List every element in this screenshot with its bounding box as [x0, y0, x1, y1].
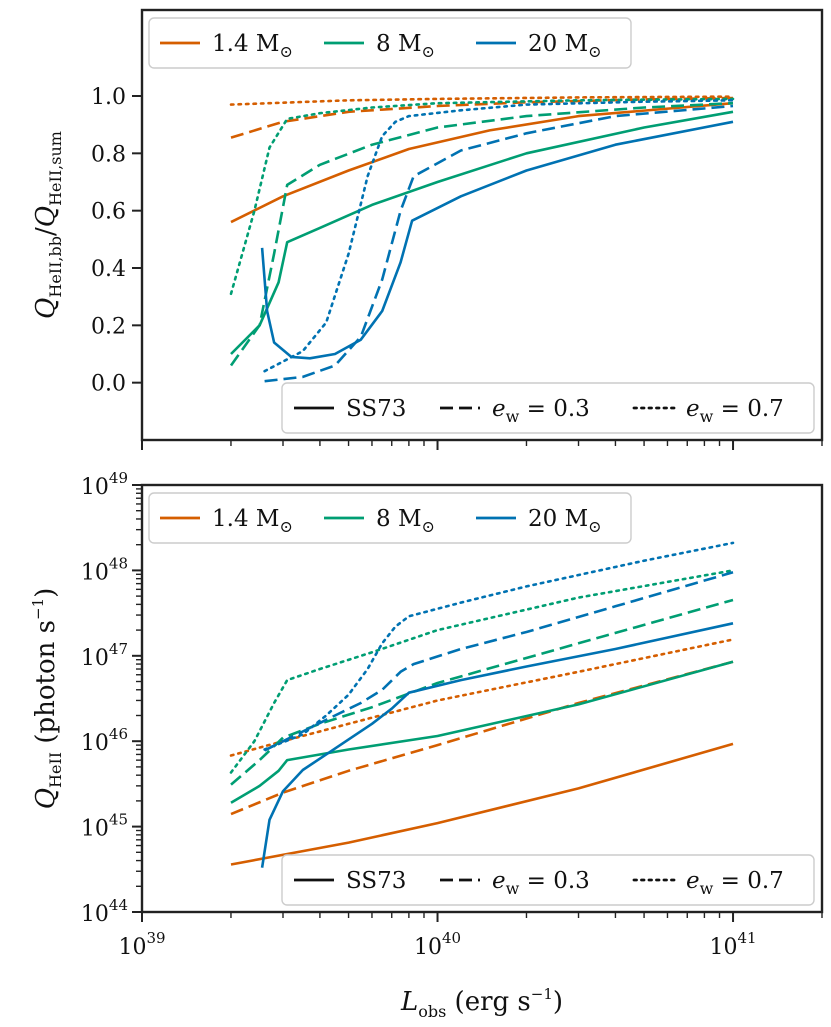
y-tick-label: 0.8 [91, 142, 126, 167]
y-tick-label: 0.2 [91, 314, 126, 339]
axes-frame [140, 483, 824, 914]
series-line-1.4-solid [230, 101, 734, 224]
x-tick-label: 1041 [709, 929, 756, 960]
legend-label-20: 20 M⊙ [528, 31, 602, 61]
style-legend: SS73 ew = 0.3 ew = 0.7 [281, 854, 815, 906]
series-line-8-dotted [229, 97, 735, 296]
legend-box [148, 492, 632, 544]
y-tick-label: 1046 [81, 725, 128, 756]
y-tick-label: 1047 [81, 640, 128, 671]
x-tick-label: 1040 [414, 929, 461, 960]
legend-label-1.4: 1.4 M⊙ [212, 506, 293, 536]
y-tick-label: 0.6 [91, 200, 126, 225]
series-line-8-dashed [229, 101, 734, 367]
legend-box [148, 17, 632, 69]
series-line-8-dotted [229, 569, 735, 774]
legend-label-20: 20 M⊙ [528, 506, 602, 536]
legend-label-dotted: ew = 0.7 [686, 868, 784, 898]
y-tick-label: 1049 [81, 469, 128, 500]
legend-box [281, 854, 815, 906]
y-tick-label: 1044 [81, 896, 128, 927]
series-line-8-solid [230, 660, 734, 804]
x-tick-label: 1039 [118, 929, 165, 960]
y-tick-label: 0.4 [91, 257, 126, 282]
series-line-8-dashed [230, 598, 734, 786]
axes-frame [140, 8, 824, 442]
y-tick-label: 1048 [81, 554, 128, 585]
bottom-panel: 1044 1045 1046 1047 1048 1049 QHeII (photon s−… [29, 469, 824, 927]
style-legend: SS73 ew = 0.3 ew = 0.7 [281, 382, 815, 434]
series-line-1.4-dotted [229, 95, 735, 106]
top-panel: 0.0 0.2 0.4 0.6 0.8 1.0 QHeII,bb/QHeII,sum 1.4 … [31, 8, 824, 450]
mass-legend: 1.4 M⊙ 8 M⊙ 20 M⊙ [148, 492, 632, 544]
series-line-8-solid [230, 110, 734, 355]
legend-label-dashed: ew = 0.3 [492, 396, 590, 426]
series-line-20-dashed [264, 571, 734, 752]
series-line-1.4-dotted [229, 638, 735, 757]
series-line-20-dashed [264, 104, 734, 383]
mass-legend: 1.4 M⊙ 8 M⊙ 20 M⊙ [148, 17, 632, 69]
series-line-20-dotted [263, 541, 735, 751]
plot-area [229, 95, 735, 383]
x-axis-label: Lobs (erg s−1) [400, 985, 563, 1021]
series-line-20-dotted [263, 99, 735, 373]
y-ticks: 0.0 0.2 0.4 0.6 0.8 1.0 [91, 85, 142, 397]
y-ticks: 1044 1045 1046 1047 1048 1049 [81, 469, 142, 927]
legend-label-solid: SS73 [346, 396, 406, 422]
legend-label-8: 8 M⊙ [376, 506, 435, 536]
x-axis: 1039 1040 1041 Lobs (erg s−1) [118, 929, 756, 1021]
series-line-1.4-dashed [230, 660, 734, 816]
y-tick-label: 0.0 [91, 372, 126, 397]
y-axis-label: QHeII,bb/QHeII,sum [31, 131, 65, 319]
x-ticks [141, 440, 823, 450]
legend-label-solid: SS73 [346, 868, 406, 894]
series-line-20-solid [260, 120, 734, 360]
legend-label-dashed: ew = 0.3 [492, 868, 590, 898]
series-line-1.4-solid [230, 742, 734, 866]
y-axis-label: QHeII (photon s−1) [29, 588, 65, 810]
legend-label-8: 8 M⊙ [376, 31, 435, 61]
y-tick-label: 1.0 [91, 85, 126, 110]
plot-area [229, 541, 735, 868]
y-tick-label: 1045 [81, 811, 128, 842]
legend-label-1.4: 1.4 M⊙ [212, 31, 293, 61]
x-ticks [141, 912, 823, 922]
legend-label-dotted: ew = 0.7 [686, 396, 784, 426]
series-line-20-solid [260, 622, 734, 868]
legend-box [281, 382, 815, 434]
series-line-1.4-dashed [230, 96, 734, 139]
